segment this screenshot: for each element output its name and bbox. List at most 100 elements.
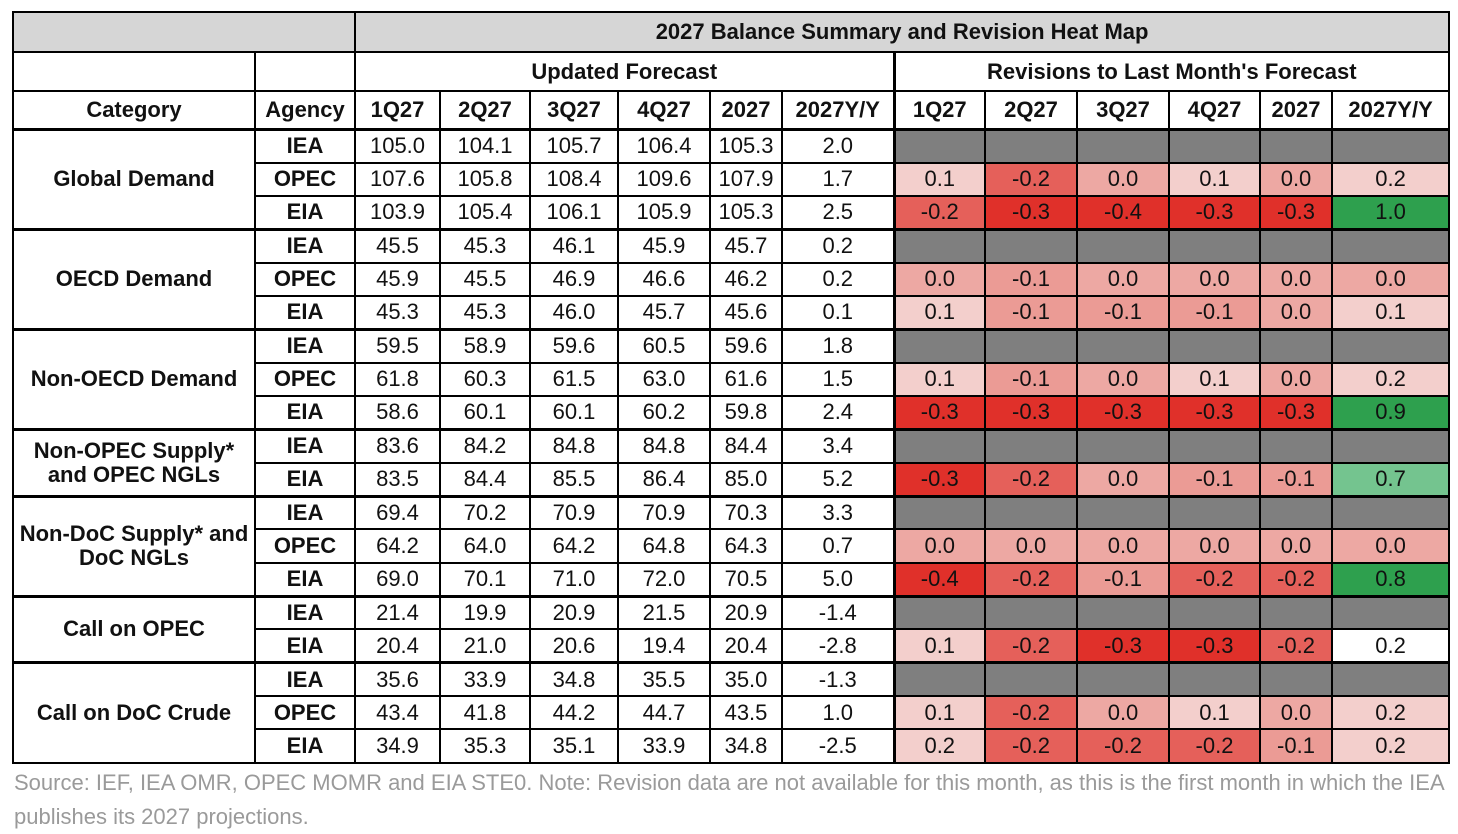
forecast-value-cell: 64.2 (354, 528, 441, 564)
forecast-value-cell: 84.4 (439, 461, 531, 498)
title-row: 2027 Balance Summary and Revision Heat M… (12, 10, 1451, 54)
forecast-value-cell: 46.6 (617, 261, 711, 297)
agency-label: EIA (254, 461, 356, 498)
forecast-value-cell: 105.0 (354, 127, 441, 164)
forecast-value-cell: 104.1 (439, 127, 531, 164)
updated-forecast-header: Updated Forecast (354, 51, 895, 92)
revision-value-cell: 0.1 (1330, 294, 1451, 331)
revision-value-cell: 0.0 (1076, 161, 1170, 197)
revision-value-cell: 0.0 (1168, 261, 1261, 297)
revision-value-cell: 0.0 (1259, 361, 1333, 397)
forecast-value-cell: 45.7 (617, 294, 711, 331)
revision-unavailable-cell (1168, 594, 1261, 631)
forecast-value-cell: 0.2 (781, 227, 895, 264)
forecast-value-cell: 45.5 (439, 261, 531, 297)
forecast-value-cell: 84.4 (709, 427, 783, 464)
revision-value-cell: -0.1 (984, 361, 1078, 397)
column-header: 1Q27 (892, 89, 986, 131)
revision-value-cell: -0.1 (1168, 294, 1261, 331)
forecast-value-cell: 35.5 (617, 661, 711, 698)
revision-value-cell: 0.0 (1330, 261, 1451, 297)
forecast-value-cell: 84.8 (529, 427, 619, 464)
forecast-value-cell: 35.1 (529, 728, 619, 764)
forecast-value-cell: 70.5 (709, 561, 783, 598)
forecast-value-cell: 45.9 (617, 227, 711, 264)
table-row: EIA 103.9 105.4 106.1 105.9 105.3 2.5 -0.2 -0.3-… (13, 194, 1451, 231)
forecast-value-cell: 2.4 (781, 394, 895, 431)
agency-label: EIA (254, 394, 356, 431)
revision-unavailable-cell (892, 427, 986, 464)
revision-unavailable-cell (1168, 127, 1261, 164)
forecast-value-cell: 64.8 (617, 528, 711, 564)
revision-value-cell: -0.3 (892, 461, 986, 498)
revision-unavailable-cell (1076, 127, 1170, 164)
forecast-value-cell: 33.9 (439, 661, 531, 698)
forecast-value-cell: 2.0 (781, 127, 895, 164)
agency-label: OPEC (254, 528, 356, 564)
category-label: Non-DoC Supply* and DoC NGLs (12, 494, 256, 598)
agency-label: EIA (254, 561, 356, 598)
forecast-value-cell: 72.0 (617, 561, 711, 598)
revision-value-cell: 0.9 (1330, 394, 1451, 431)
forecast-value-cell: 60.2 (617, 394, 711, 431)
forecast-value-cell: 84.8 (617, 427, 711, 464)
forecast-value-cell: 105.8 (439, 161, 531, 197)
forecast-value-cell: -2.8 (781, 628, 895, 664)
revision-unavailable-cell (1330, 661, 1451, 698)
title-blank-cell (12, 10, 356, 54)
forecast-value-cell: 5.2 (781, 461, 895, 498)
revision-value-cell: 0.7 (1330, 461, 1451, 498)
revision-value-cell: 0.2 (1330, 628, 1451, 664)
revision-value-cell: 0.2 (1330, 695, 1451, 731)
table-row: Non-OPEC Supply* and OPEC NGLs IEA 83.6 84.… (12, 427, 1451, 498)
forecast-value-cell: 70.9 (529, 494, 619, 531)
forecast-value-cell: 45.7 (709, 227, 783, 264)
forecast-value-cell: 63.0 (617, 361, 711, 397)
group-header-blank-cell (12, 51, 256, 92)
revision-value-cell: -0.2 (1259, 561, 1333, 598)
table-row: EIA 58.6 60.1 60.1 60.2 59.8 2.4 -0.3 -0.3 -0.3 -0… (13, 394, 1451, 431)
forecast-value-cell: 60.1 (529, 394, 619, 431)
revision-value-cell: -0.3 (1076, 394, 1170, 431)
revision-unavailable-cell (1168, 427, 1261, 464)
forecast-value-cell: 70.2 (439, 494, 531, 531)
revision-value-cell: 0.0 (1076, 461, 1170, 498)
revision-value-cell: -0.3 (1259, 394, 1333, 431)
revision-unavailable-cell (1330, 594, 1451, 631)
revision-unavailable-cell (1330, 127, 1451, 164)
forecast-value-cell: 0.2 (781, 261, 895, 297)
revision-value-cell: -0.3 (1076, 628, 1170, 664)
column-header: Category (12, 89, 256, 131)
revision-unavailable-cell (892, 327, 986, 364)
forecast-value-cell: 21.4 (354, 594, 441, 631)
agency-label: OPEC (254, 261, 356, 297)
forecast-value-cell: 1.0 (781, 695, 895, 731)
revision-value-cell: 0.2 (1330, 361, 1451, 397)
revision-value-cell: 0.2 (892, 728, 986, 764)
revision-unavailable-cell (984, 594, 1078, 631)
revision-value-cell: 0.0 (1259, 261, 1333, 297)
revision-value-cell: 0.1 (1168, 695, 1261, 731)
group-header-blank-cell (254, 51, 356, 92)
agency-label: OPEC (254, 695, 356, 731)
forecast-value-cell: 86.4 (617, 461, 711, 498)
revision-value-cell: 0.1 (892, 361, 986, 397)
revision-value-cell: -0.2 (1259, 628, 1333, 664)
table-row: OPEC 107.6 105.8 108.4 109.6 107.9 1.7 0.1 -0.2 0… (13, 161, 1451, 197)
agency-label: OPEC (254, 161, 356, 197)
forecast-value-cell: 45.6 (709, 294, 783, 331)
revision-value-cell: 0.1 (892, 628, 986, 664)
table-row: EIA 20.4 21.0 20.6 19.4 20.4 -2.8 0.1 -0.2 -0.3 -0… (13, 628, 1451, 664)
agency-label: IEA (254, 661, 356, 698)
forecast-value-cell: 45.5 (354, 227, 441, 264)
forecast-value-cell: 58.9 (439, 327, 531, 364)
revision-value-cell: -0.1 (1076, 294, 1170, 331)
revision-unavailable-cell (1076, 227, 1170, 264)
revision-unavailable-cell (1330, 494, 1451, 531)
forecast-value-cell: 45.3 (439, 294, 531, 331)
forecast-value-cell: 45.3 (439, 227, 531, 264)
revision-unavailable-cell (1259, 227, 1333, 264)
forecast-value-cell: 109.6 (617, 161, 711, 197)
revision-value-cell: -0.3 (1168, 628, 1261, 664)
column-header: 2027Y/Y (1330, 89, 1451, 131)
